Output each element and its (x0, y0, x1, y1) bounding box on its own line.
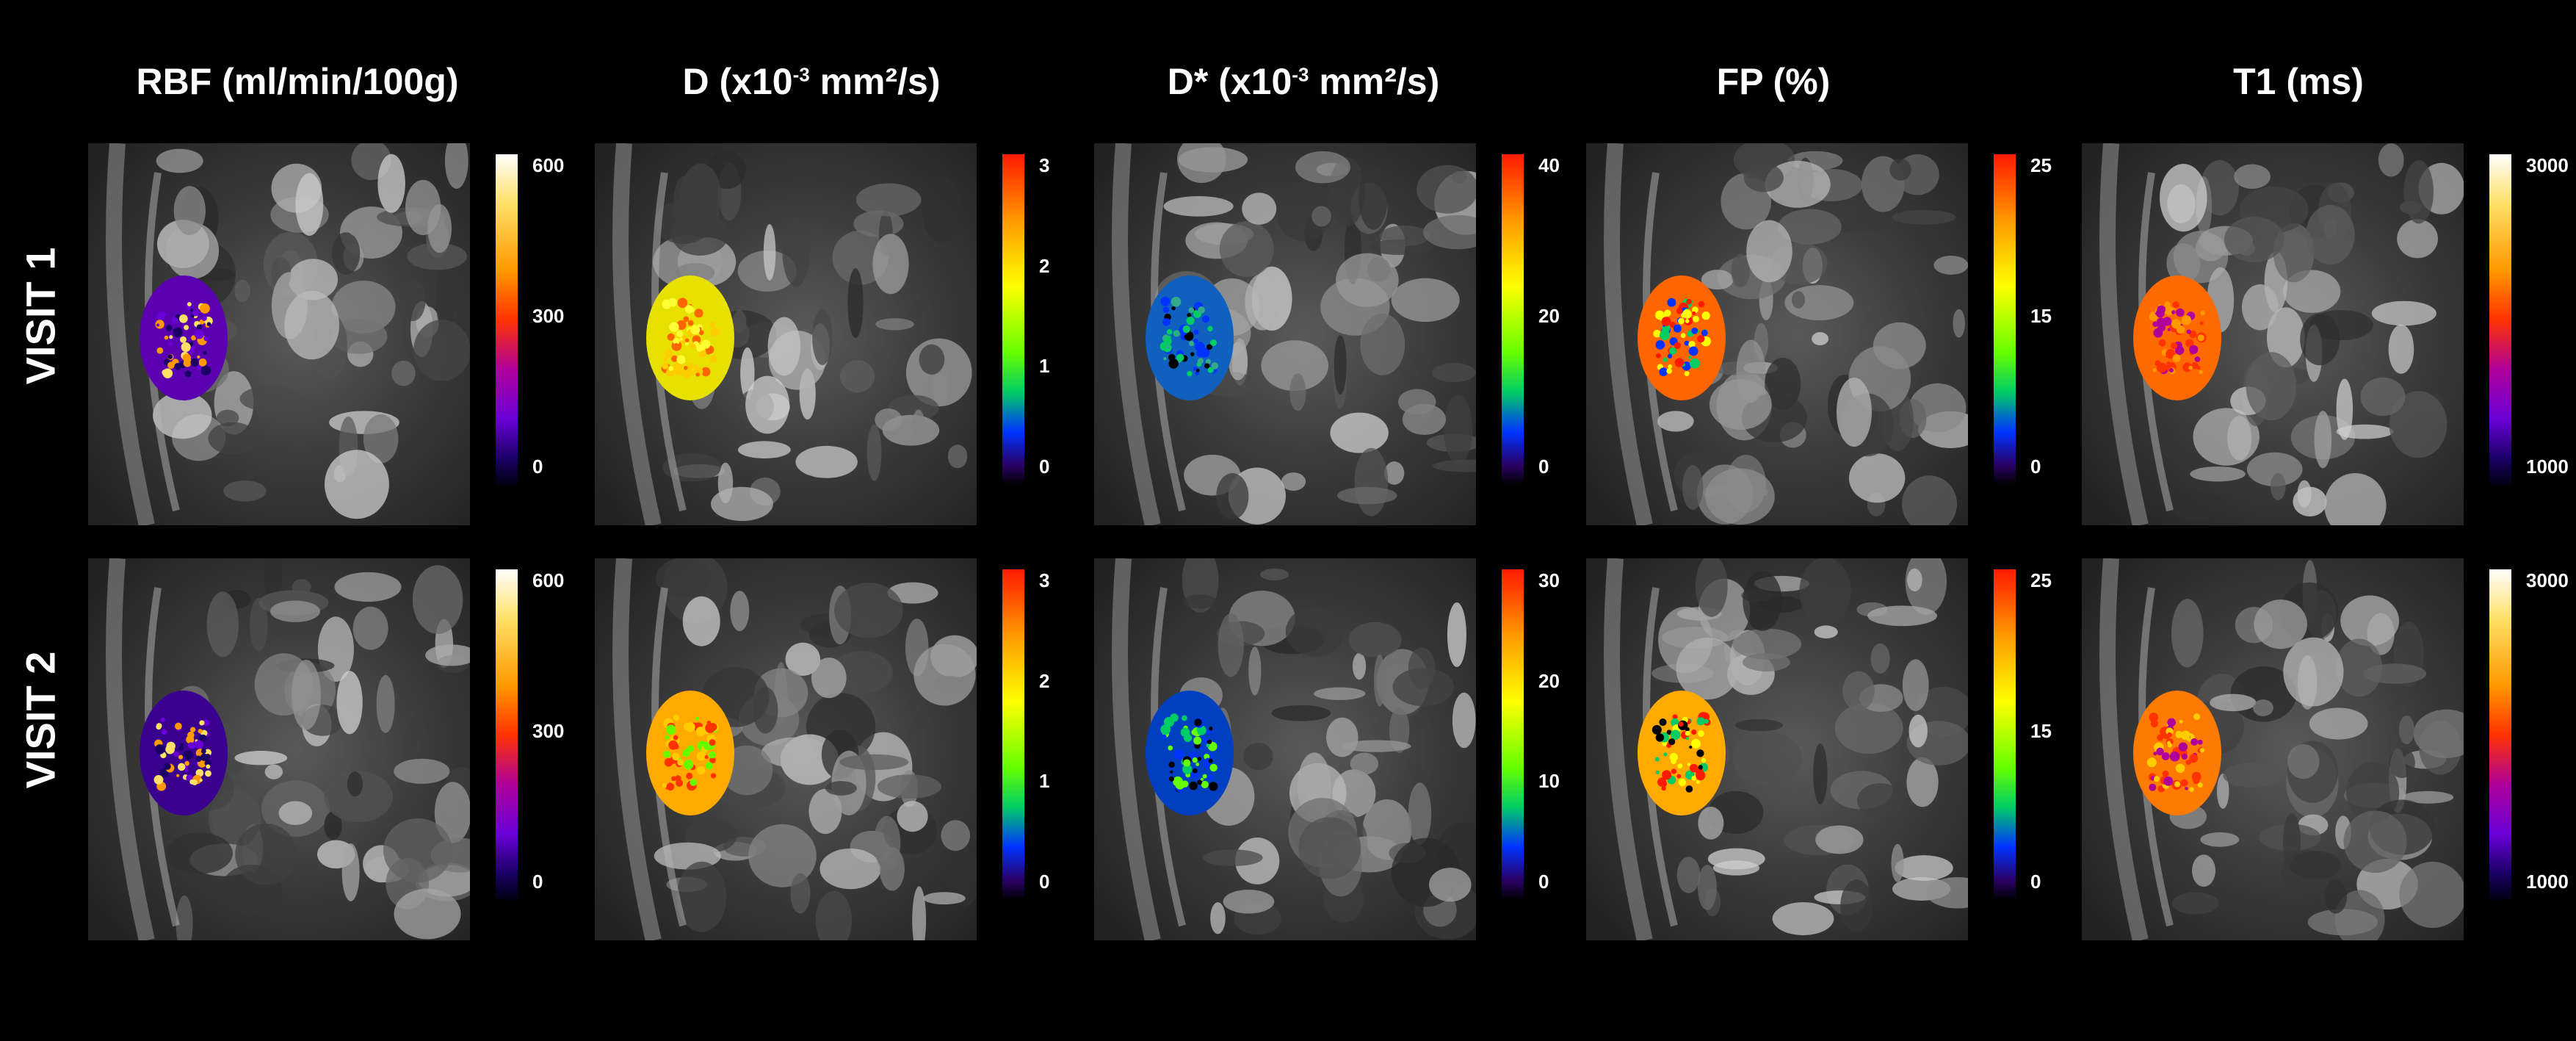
colorbar-tick-rbf-visit-1: 600 (532, 154, 565, 176)
colorbar-tick-d-visit-1: 3 (1039, 154, 1050, 176)
title-dstar-main: D* (x10 (1167, 61, 1292, 102)
colorbar-tick-dstar-visit-1: 40 (1538, 154, 1560, 176)
colorbar-tick-rbf-visit-2: 0 (532, 871, 543, 893)
colorbar-rbf-visit-1 (496, 154, 518, 485)
colorbar-fp-visit-2 (1994, 569, 2016, 900)
mri-image-t1-visit-2 (2082, 558, 2480, 948)
colorbar-tick-fp-visit-2: 0 (2030, 871, 2041, 893)
mri-image-t1-visit-1 (2082, 143, 2465, 538)
colorbar-fp-visit-1 (1994, 154, 2016, 485)
colorbar-tick-t1-visit-2: 1000 (2526, 871, 2569, 893)
colorbar-tick-rbf-visit-2: 300 (532, 720, 565, 742)
colorbar-d-visit-2 (1002, 569, 1024, 900)
colorbar-tick-fp-visit-1: 25 (2030, 154, 2052, 176)
colorbar-rbf-visit-2 (496, 569, 518, 900)
title-dstar-unit: mm²/s) (1309, 61, 1440, 102)
mri-image-d-visit-1 (595, 143, 977, 529)
colorbar-tick-d-visit-1: 0 (1039, 455, 1050, 478)
column-title-dstar: D* (x10-3 mm²/s) (1168, 60, 1439, 103)
colorbar-tick-rbf-visit-2: 600 (532, 569, 565, 591)
colorbar-tick-dstar-visit-2: 10 (1538, 770, 1560, 793)
row-label-visit-1: VISIT 1 (17, 247, 64, 385)
mri-image-dstar-visit-1 (1094, 135, 1501, 529)
colorbar-tick-fp-visit-2: 15 (2030, 720, 2052, 742)
colorbar-dstar-visit-1 (1502, 154, 1524, 485)
colorbar-d-visit-1 (1002, 154, 1024, 485)
mri-image-fp-visit-2 (1586, 548, 1989, 944)
colorbar-tick-d-visit-1: 2 (1039, 254, 1050, 277)
title-d-exponent: -3 (792, 63, 810, 86)
mri-image-fp-visit-1 (1586, 139, 1983, 533)
colorbar-tick-t1-visit-1: 3000 (2526, 154, 2569, 176)
colorbar-tick-d-visit-2: 0 (1039, 871, 1050, 893)
colorbar-tick-t1-visit-1: 1000 (2526, 455, 2569, 478)
colorbar-tick-fp-visit-1: 15 (2030, 305, 2052, 327)
colorbar-tick-d-visit-2: 3 (1039, 569, 1050, 591)
colorbar-tick-rbf-visit-1: 0 (532, 455, 543, 478)
row-label-visit-2: VISIT 2 (17, 651, 64, 789)
mri-image-rbf-visit-1 (88, 133, 471, 529)
column-title-fp: FP (%) (1716, 61, 1831, 102)
title-d-main: D (x10 (682, 61, 793, 102)
colorbar-tick-t1-visit-2: 3000 (2526, 569, 2569, 591)
colorbar-tick-dstar-visit-1: 20 (1538, 305, 1560, 327)
column-title-t1: T1 (ms) (2233, 61, 2364, 102)
title-d-unit: mm²/s) (809, 61, 941, 102)
column-title-d: D (x10-3 mm²/s) (682, 60, 940, 103)
colorbar-t1-visit-1 (2489, 154, 2511, 485)
colorbar-tick-d-visit-2: 2 (1039, 669, 1050, 692)
column-title-rbf: RBF (ml/min/100g) (136, 61, 459, 102)
mri-image-rbf-visit-2 (88, 549, 488, 953)
colorbar-tick-d-visit-1: 1 (1039, 355, 1050, 378)
title-dstar-exponent: -3 (1292, 63, 1309, 86)
colorbar-tick-rbf-visit-1: 300 (532, 305, 565, 327)
colorbar-tick-dstar-visit-2: 0 (1538, 871, 1549, 893)
colorbar-tick-dstar-visit-1: 0 (1538, 455, 1549, 478)
colorbar-tick-d-visit-2: 1 (1039, 770, 1050, 793)
colorbar-tick-fp-visit-2: 25 (2030, 569, 2052, 591)
colorbar-dstar-visit-2 (1502, 569, 1524, 900)
colorbar-tick-dstar-visit-2: 30 (1538, 569, 1560, 591)
mri-image-dstar-visit-2 (1094, 547, 1492, 944)
colorbar-tick-dstar-visit-2: 20 (1538, 669, 1560, 692)
colorbar-tick-fp-visit-1: 0 (2030, 455, 2041, 478)
mri-image-d-visit-2 (595, 552, 981, 954)
colorbar-t1-visit-2 (2489, 569, 2511, 900)
